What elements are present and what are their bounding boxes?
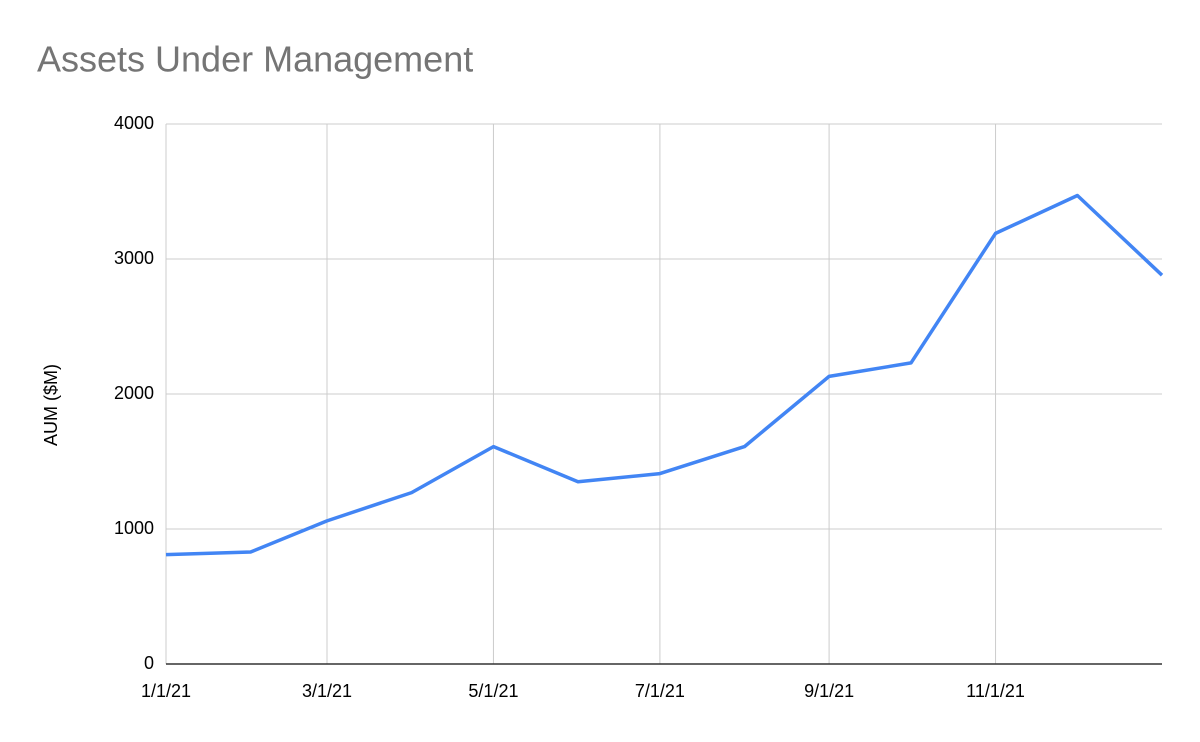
x-tick-label: 1/1/21: [141, 681, 191, 701]
x-tick-label: 3/1/21: [302, 681, 352, 701]
y-tick-label: 3000: [114, 248, 154, 268]
y-tick-label: 1000: [114, 518, 154, 538]
x-tick-label: 5/1/21: [468, 681, 518, 701]
y-axis-label: AUM ($M): [41, 364, 61, 446]
y-tick-label: 4000: [114, 113, 154, 133]
x-tick-label: 7/1/21: [635, 681, 685, 701]
y-tick-label: 0: [144, 653, 154, 673]
x-tick-label: 11/1/21: [966, 681, 1025, 701]
x-tick-label: 9/1/21: [804, 681, 854, 701]
data-line: [165, 193, 1164, 557]
y-tick-label: 2000: [114, 383, 154, 403]
chart-title: Assets Under Management: [37, 39, 473, 80]
